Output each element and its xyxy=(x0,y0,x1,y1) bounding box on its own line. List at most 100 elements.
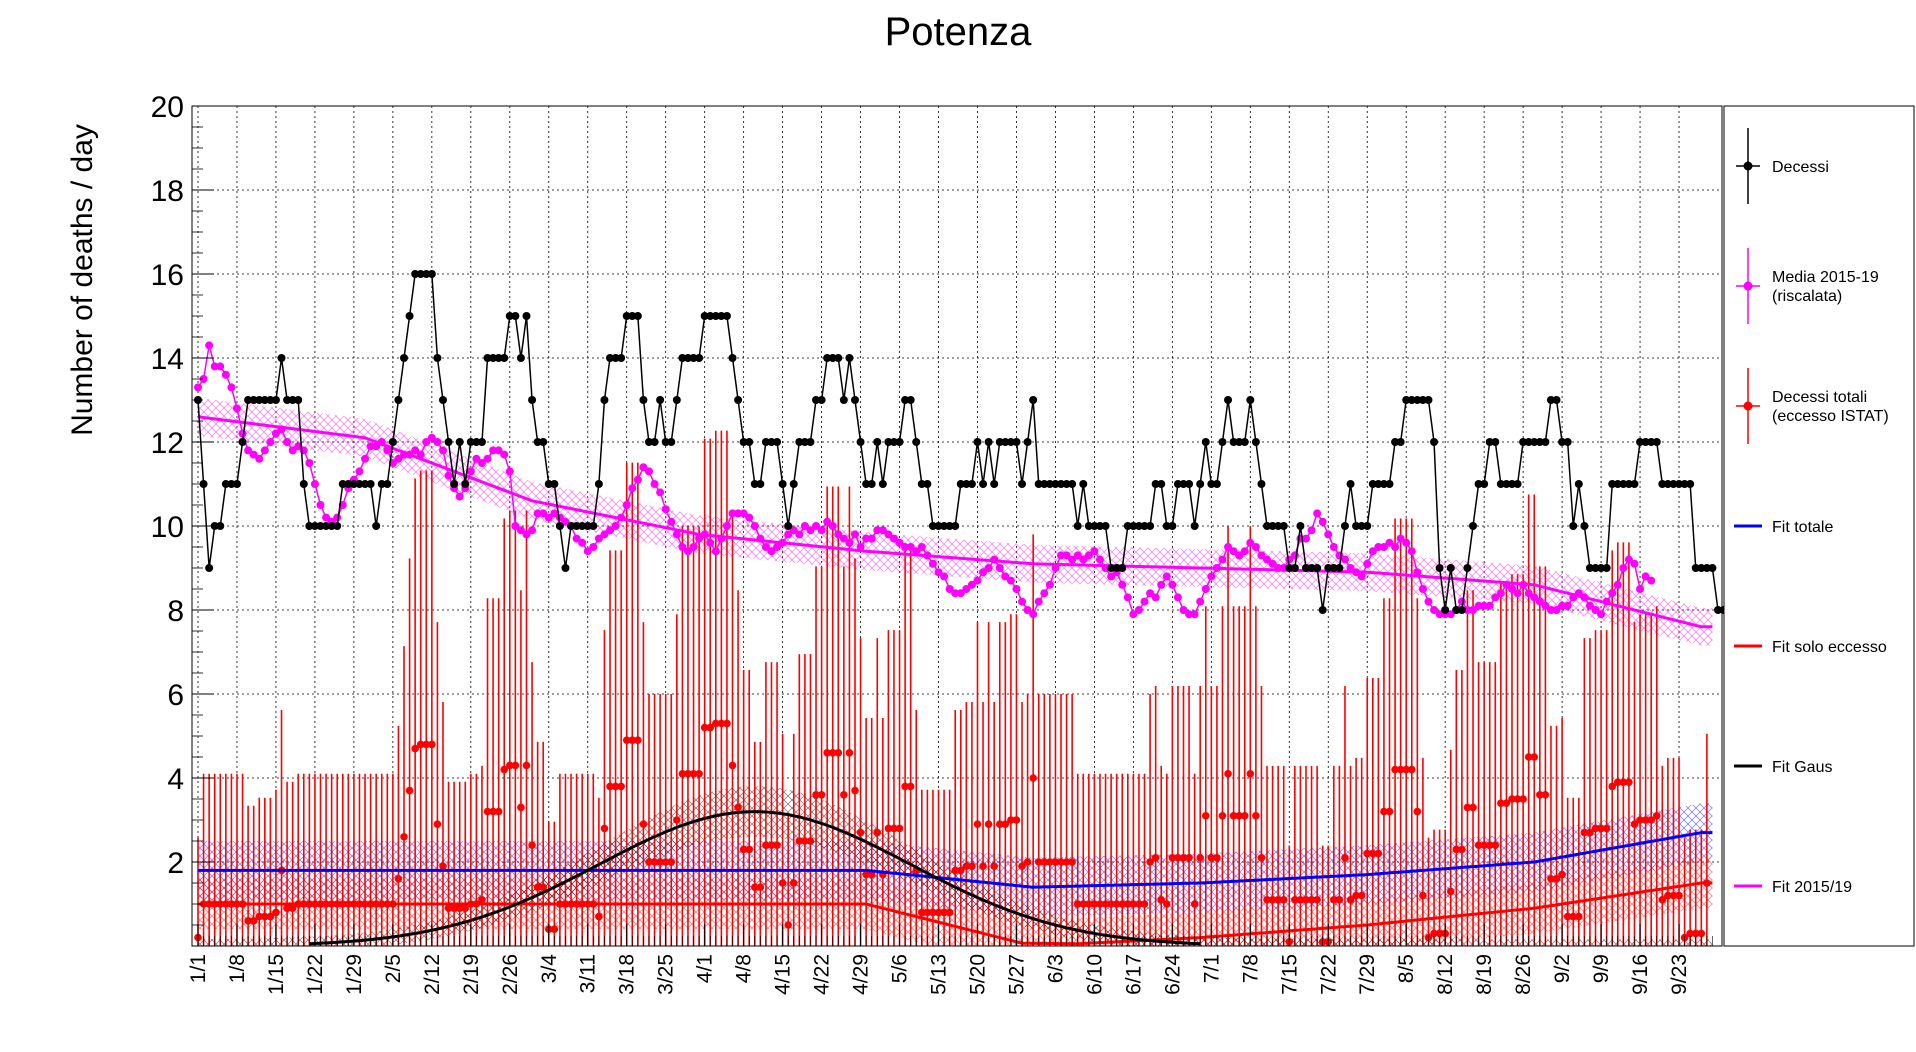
media-point xyxy=(277,425,286,434)
istat-point xyxy=(1652,812,1661,820)
decessi-point xyxy=(711,312,720,320)
x-tick-label: 9/23 xyxy=(1668,954,1691,995)
istat-point xyxy=(1179,854,1188,862)
decessi-point xyxy=(990,480,999,488)
decessi-point xyxy=(750,480,759,488)
decessi-point xyxy=(739,438,748,446)
istat-point xyxy=(1157,896,1166,904)
decessi-point xyxy=(1040,480,1049,488)
istat-point xyxy=(834,749,843,757)
media-point xyxy=(294,442,303,451)
y-tick-label: 8 xyxy=(167,595,184,628)
decessi-point xyxy=(1201,438,1210,446)
decessi-point xyxy=(1652,438,1661,446)
media-point xyxy=(1118,580,1127,589)
decessi-point xyxy=(232,480,241,488)
istat-point xyxy=(517,803,525,812)
media-point xyxy=(216,362,225,371)
istat-point xyxy=(1235,812,1243,820)
istat-point xyxy=(817,791,826,799)
media-point xyxy=(984,564,993,572)
decessi-point xyxy=(210,522,219,530)
istat-point xyxy=(255,912,264,921)
media-point xyxy=(834,530,843,539)
media-point xyxy=(516,526,525,535)
decessi-point xyxy=(1051,480,1060,488)
istat-point xyxy=(511,761,520,770)
decessi-point xyxy=(1608,480,1617,488)
decessi-point xyxy=(1413,396,1422,404)
media-point xyxy=(400,450,409,459)
decessi-point xyxy=(778,480,787,488)
istat-point xyxy=(1647,816,1655,824)
istat-point xyxy=(1602,824,1611,833)
decessi-point xyxy=(1702,564,1711,572)
media-point xyxy=(695,534,704,543)
decessi-point xyxy=(578,522,587,530)
decessi-point xyxy=(494,354,503,362)
media-point xyxy=(1491,593,1500,602)
media-point xyxy=(934,568,943,577)
media-point xyxy=(689,543,698,551)
media-point xyxy=(1368,547,1377,556)
istat-point xyxy=(1580,828,1589,837)
istat-point xyxy=(1062,858,1071,866)
decessi-point xyxy=(1101,522,1110,530)
media-point xyxy=(1496,589,1505,598)
decessi-point xyxy=(1385,480,1394,488)
istat-point xyxy=(1530,753,1539,761)
media-point xyxy=(472,454,481,463)
decessi-point xyxy=(1173,480,1182,488)
istat-point xyxy=(1697,929,1706,938)
media-point xyxy=(1218,555,1227,564)
media-point xyxy=(438,446,447,455)
decessi-point xyxy=(567,522,576,530)
media-point xyxy=(1268,559,1277,568)
decessi-point xyxy=(622,312,631,320)
decessi-point xyxy=(917,480,926,488)
media-point xyxy=(728,509,737,518)
decessi-point xyxy=(1663,480,1672,488)
media-point xyxy=(1324,530,1333,539)
istat-point xyxy=(1508,795,1516,803)
decessi-point xyxy=(817,396,826,404)
istat-point xyxy=(1296,896,1305,904)
media-point xyxy=(656,488,665,497)
media-point xyxy=(366,442,375,451)
media-point xyxy=(1485,601,1494,610)
istat-point xyxy=(283,904,291,912)
media-point xyxy=(683,547,692,556)
decessi-point xyxy=(388,438,397,446)
media-point xyxy=(422,438,431,446)
decessi-point xyxy=(1630,480,1639,488)
media-point xyxy=(1513,589,1522,598)
media-point xyxy=(1290,551,1299,560)
decessi-point xyxy=(338,480,347,488)
decessi-point xyxy=(427,270,436,278)
decessi-point xyxy=(1691,564,1700,572)
media-point xyxy=(589,543,598,551)
decessi-point xyxy=(1391,438,1400,446)
x-tick-label: 9/16 xyxy=(1629,954,1652,995)
istat-point xyxy=(940,908,948,917)
decessi-point xyxy=(1274,522,1283,530)
x-tick-label: 8/19 xyxy=(1473,954,1496,995)
media-point xyxy=(1068,555,1077,564)
media-point xyxy=(1079,555,1088,564)
media-point xyxy=(967,580,976,589)
decessi-point xyxy=(1435,564,1444,572)
media-point xyxy=(244,446,253,455)
istat-point xyxy=(1240,812,1249,820)
decessi-point xyxy=(1084,522,1093,530)
istat-point xyxy=(1168,854,1177,862)
decessi-point xyxy=(828,354,837,362)
media-point xyxy=(1580,593,1589,602)
media-point xyxy=(1385,538,1394,547)
decessi-point xyxy=(271,396,280,404)
istat-point xyxy=(1630,820,1639,828)
istat-point xyxy=(1658,896,1667,904)
decessi-point xyxy=(1112,564,1121,572)
decessi-point xyxy=(1641,438,1650,446)
istat-point xyxy=(1263,896,1271,904)
media-point xyxy=(433,438,442,446)
